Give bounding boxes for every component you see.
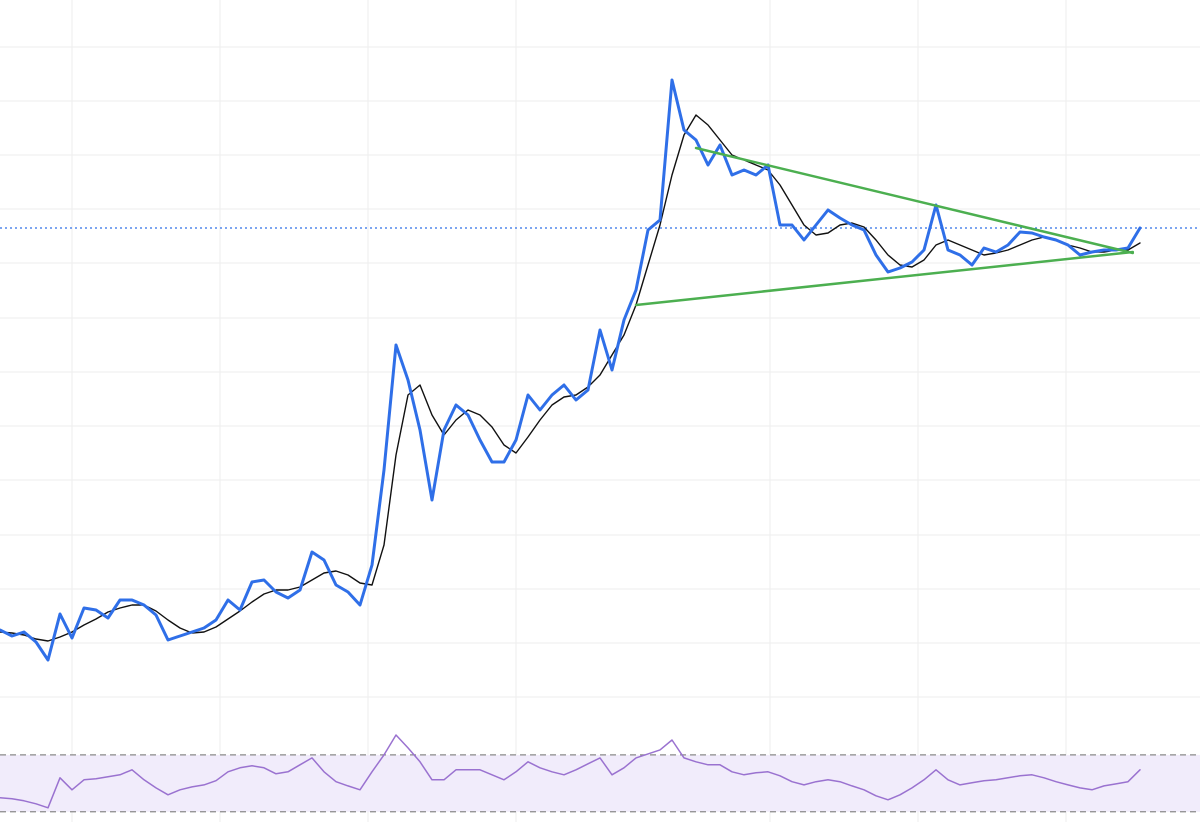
price-line-series bbox=[0, 78, 1142, 662]
moving-average bbox=[0, 114, 1141, 642]
rsi-band bbox=[0, 754, 1200, 812]
trendline bbox=[634, 250, 1135, 307]
trendline bbox=[694, 146, 1135, 255]
rsi-line bbox=[0, 734, 1141, 809]
